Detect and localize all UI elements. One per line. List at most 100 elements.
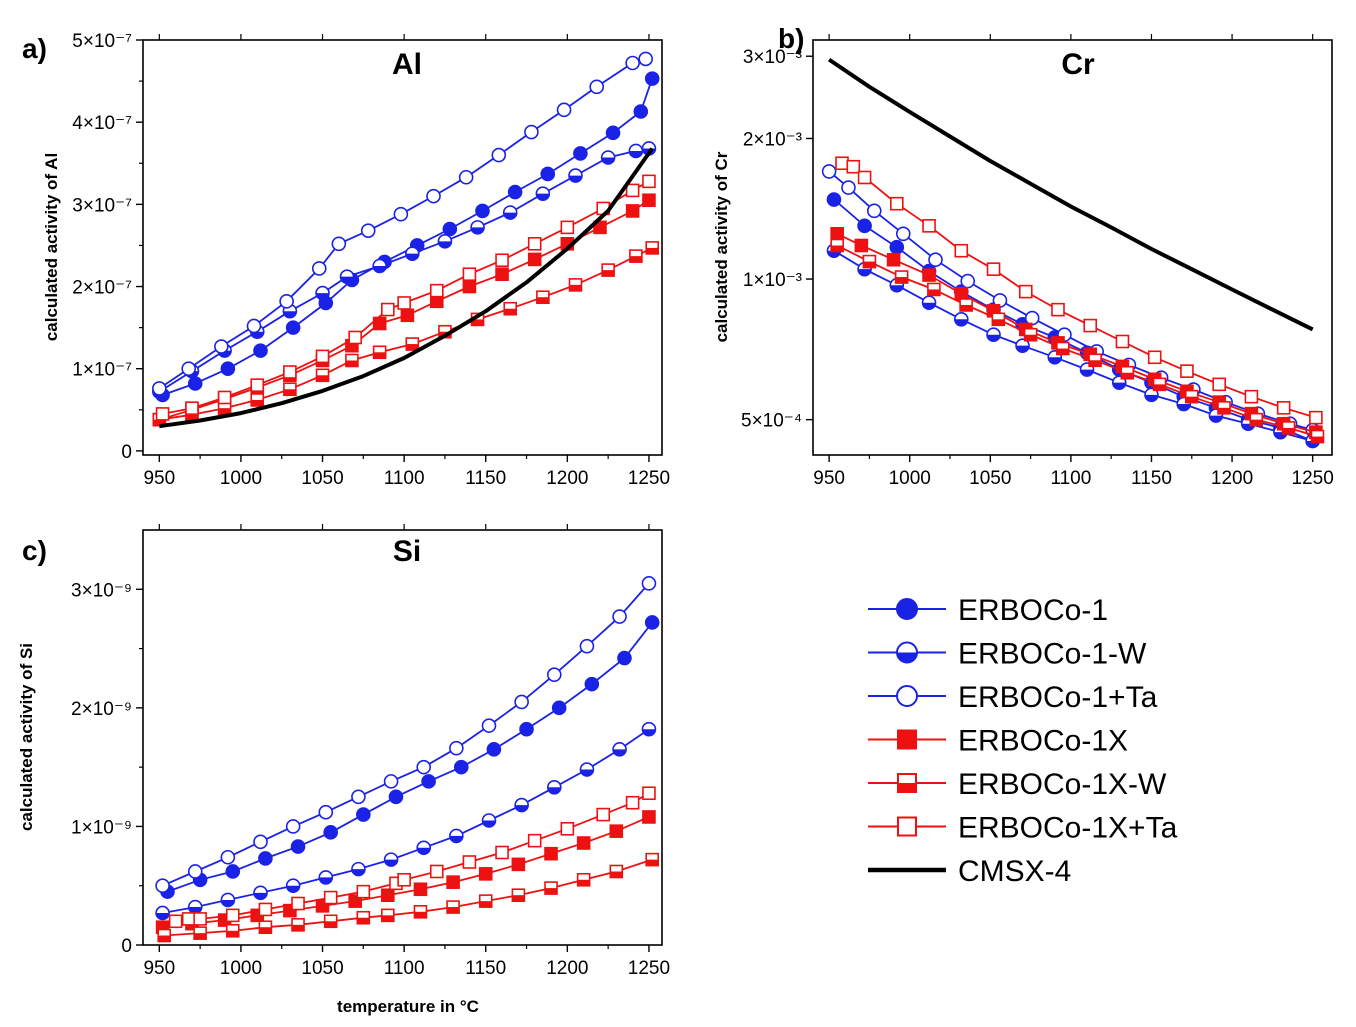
data-point-erboco-1x-plus-ta xyxy=(381,302,395,317)
data-point-erboco-1x-plus-ta xyxy=(857,170,872,185)
data-point-erboco-1x-plus-ta xyxy=(356,884,371,899)
data-point-erboco-1-w xyxy=(187,899,203,915)
data-point-erboco-1x-plus-ta xyxy=(835,156,849,171)
data-point-erboco-1x-plus-ta xyxy=(1051,302,1065,317)
data-point-erboco-1-w xyxy=(282,303,298,319)
data-point-erboco-1 xyxy=(644,71,660,86)
x-tick-label: 1200 xyxy=(1211,468,1253,489)
data-point-erboco-1-w xyxy=(921,295,937,310)
data-point-erboco-1x-w xyxy=(1249,412,1264,427)
y-axis-title-si: calculated activity of Si xyxy=(17,643,36,831)
data-point-erboco-1-plus-ta xyxy=(589,79,605,95)
data-point-erboco-1-plus-ta xyxy=(318,804,334,820)
data-point-erboco-1x-plus-ta xyxy=(1115,334,1130,349)
data-point-erboco-1-w xyxy=(535,186,551,201)
data-point-erboco-1x-w xyxy=(576,872,591,887)
data-point-erboco-1x-plus-ta xyxy=(291,896,305,911)
legend-label-erboco-1x-w: ERBOCo-1X-W xyxy=(958,768,1167,801)
data-point-erboco-1x xyxy=(922,268,936,282)
data-point-erboco-1x xyxy=(446,875,460,889)
data-point-erboco-1-w xyxy=(986,327,1001,343)
y-tick-label: 0 xyxy=(121,442,132,463)
data-point-erboco-1x-w xyxy=(959,298,973,312)
plot-area xyxy=(152,51,660,429)
legend-item-erboco-1: ERBOCo-1 xyxy=(868,594,1108,627)
data-point-erboco-1x-w xyxy=(645,852,660,867)
data-point-erboco-1x-w xyxy=(1281,421,1296,435)
legend-label-erboco-1x-plus-ta: ERBOCo-1X+Ta xyxy=(958,812,1178,845)
data-point-erboco-1 xyxy=(584,676,600,692)
panel-title-si: Si xyxy=(393,535,421,568)
data-point-erboco-1x-plus-ta xyxy=(986,262,1001,276)
plot-area xyxy=(155,576,660,943)
data-point-erboco-1-plus-ta xyxy=(895,226,911,242)
data-point-erboco-1-plus-ta xyxy=(253,834,268,850)
data-point-erboco-1-plus-ta xyxy=(458,169,474,185)
y-tick-label: 1×10⁻³ xyxy=(743,270,802,291)
data-point-erboco-1 xyxy=(258,851,273,866)
data-point-erboco-1x-plus-ta xyxy=(168,914,183,929)
data-point-erboco-1x-w xyxy=(609,864,624,879)
y-axis-title-al: calculated activity of Al xyxy=(42,153,61,341)
legend-item-erboco-1x-plus-ta: ERBOCo-1X+Ta xyxy=(868,812,1178,845)
data-point-erboco-1-plus-ta xyxy=(187,864,203,879)
data-point-erboco-1x-plus-ta xyxy=(1276,401,1291,415)
data-point-erboco-1-plus-ta xyxy=(416,759,432,775)
data-point-erboco-1x xyxy=(527,252,542,267)
data-point-erboco-1x-plus-ta xyxy=(185,401,199,415)
legend-item-erboco-1x: ERBOCo-1X xyxy=(868,725,1128,758)
data-point-erboco-1 xyxy=(475,203,490,219)
data-point-erboco-1-plus-ta xyxy=(625,55,640,71)
x-tick-label: 950 xyxy=(143,468,175,489)
x-tick-label: 950 xyxy=(143,958,175,979)
data-point-erboco-1-plus-ta xyxy=(181,361,196,377)
x-tick-label: 1150 xyxy=(1131,468,1172,489)
data-point-erboco-1-w xyxy=(568,168,583,183)
data-point-erboco-1x xyxy=(886,252,901,267)
data-point-erboco-1-plus-ta xyxy=(155,878,170,894)
data-point-erboco-1x-w xyxy=(830,238,844,253)
data-point-erboco-1x-plus-ta xyxy=(258,902,273,917)
legend-item-cmsx-4: CMSX-4 xyxy=(868,855,1071,888)
data-point-erboco-1-plus-ta xyxy=(426,188,441,204)
panel-label-b: b) xyxy=(778,23,804,54)
data-point-erboco-1 xyxy=(421,774,436,789)
data-point-erboco-1x xyxy=(478,867,493,881)
data-point-erboco-1-plus-ta xyxy=(524,124,539,140)
data-point-erboco-1x xyxy=(609,824,624,838)
data-point-erboco-1-w xyxy=(481,813,497,828)
x-tick-label: 1250 xyxy=(1292,468,1334,489)
series-line-erboco-1x-plus-ta xyxy=(841,162,1317,419)
legend-item-erboco-1x-w: ERBOCo-1X-W xyxy=(868,768,1167,801)
plot-frame xyxy=(142,39,663,456)
data-point-erboco-1-plus-ta xyxy=(481,718,497,733)
data-point-erboco-1 xyxy=(644,615,660,630)
y-tick-label: 5×10⁻⁷ xyxy=(72,31,132,52)
legend-label-cmsx-4: CMSX-4 xyxy=(958,855,1071,888)
data-point-erboco-1x-plus-ta xyxy=(1180,364,1194,378)
data-point-erboco-1-plus-ta xyxy=(383,774,399,789)
data-point-erboco-1-plus-ta xyxy=(331,236,347,252)
x-tick-label: 950 xyxy=(813,468,845,489)
data-point-erboco-1-w xyxy=(449,828,464,844)
data-point-erboco-1x-plus-ta xyxy=(217,390,232,405)
data-point-erboco-1 xyxy=(356,807,371,822)
data-point-erboco-1x-w xyxy=(413,904,428,919)
data-point-erboco-1x xyxy=(854,238,869,253)
data-point-erboco-1x-w xyxy=(258,920,273,935)
panel-b-cr: b) Cr calculated activity of Cr 950 1000 1… xyxy=(712,23,1334,489)
data-point-erboco-1-w xyxy=(318,870,334,885)
data-point-erboco-1x-w xyxy=(1152,377,1167,392)
data-point-erboco-1x-w xyxy=(1217,401,1231,415)
data-point-erboco-1x-w xyxy=(381,908,395,923)
data-point-erboco-1x-w xyxy=(323,914,338,929)
series-line-erboco-1x-plus-ta xyxy=(175,792,650,923)
data-point-erboco-1x-w xyxy=(345,353,359,368)
data-point-erboco-1x-plus-ta xyxy=(462,855,477,869)
x-tick-label: 1250 xyxy=(628,468,670,489)
plot-area xyxy=(821,57,1325,449)
data-point-erboco-1x-w xyxy=(291,918,305,932)
data-point-erboco-1 xyxy=(826,192,842,207)
data-point-erboco-1x-w xyxy=(478,894,493,908)
data-point-erboco-1x-plus-ta xyxy=(181,912,196,926)
